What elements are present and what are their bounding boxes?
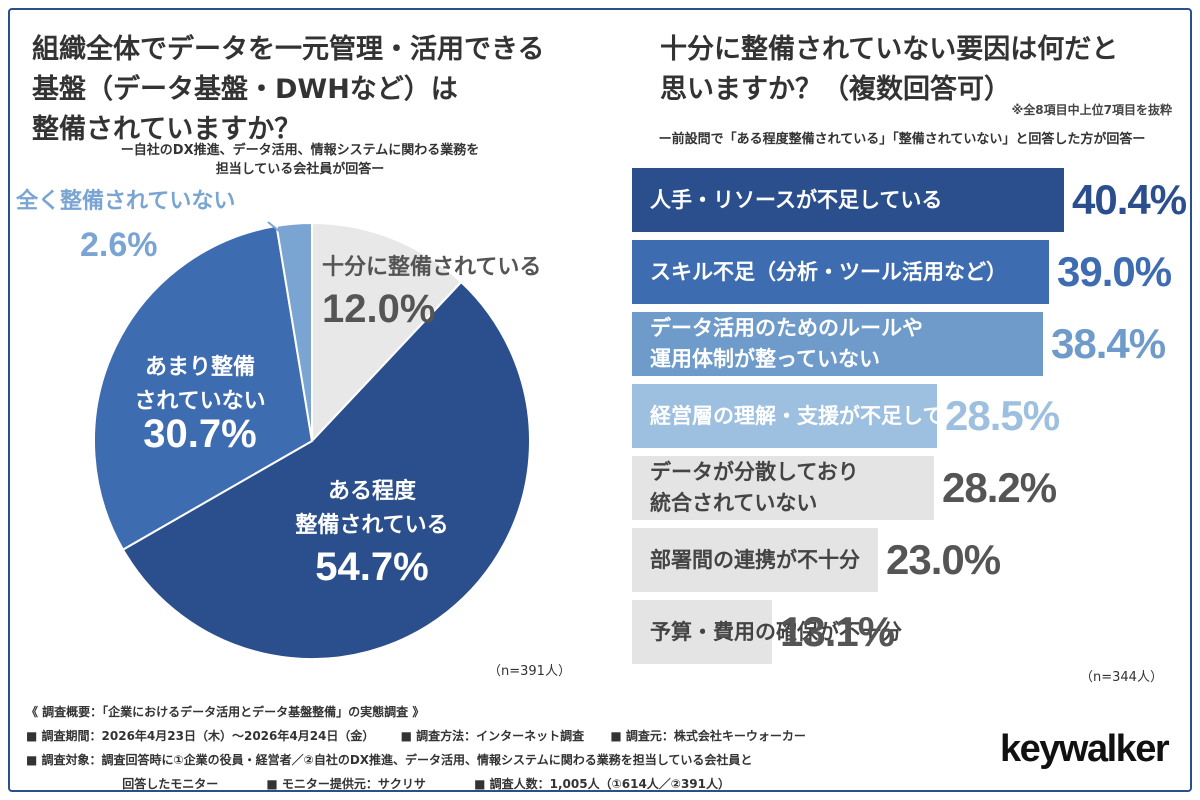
bar: [632, 456, 934, 520]
bar: [632, 240, 1049, 304]
right-excerpt-note: ※全8項目中上位7項目を抜粋: [1011, 103, 1172, 117]
bar-value-label: 23.0%: [886, 536, 1001, 583]
keywalker-logo: keywalker: [1000, 728, 1170, 770]
bar-value-label: 13.1%: [780, 608, 895, 655]
bar: [632, 384, 937, 448]
bar-value-label: 38.4%: [1051, 320, 1166, 367]
bar-row: 人手・リソースが不足している 40.4%: [632, 168, 1192, 232]
left-chart-title: 組織全体でデータを一元管理・活用できる 基盤（データ基盤・DWHなど）は 整備さ…: [32, 30, 572, 150]
monitor-provider: ■ モニター提供元：サクリサ: [266, 777, 426, 791]
survey-source: ■ 調査元：株式会社キーウォーカー: [610, 729, 806, 743]
bar-category-label: データ活用のためのルールや 運用体制が整っていない: [650, 316, 923, 371]
pie-value-label: 12.0%: [322, 287, 435, 331]
survey-count: ■ 調査人数：1,005人（①614人／②391人）: [474, 777, 731, 791]
survey-target: ■ 調査対象：調査回答時に①企業の役員・経営者／②自社のDX推進、データ活用、情…: [26, 753, 753, 767]
right-sample-size: （n=344人）: [1080, 670, 1163, 685]
bar-row: 経営層の理解・支援が不足している 28.5%: [632, 384, 1192, 448]
bar-value-label: 28.5%: [945, 392, 1060, 439]
leader-line: [267, 221, 291, 241]
bar-category-label: 経営層の理解・支援が不足している: [650, 403, 986, 428]
overview-row: ■ 調査期間：2026年4月23日（木）〜2026年4月24日（金） ■ 調査方…: [26, 724, 986, 748]
survey-method: ■ 調査方法：インターネット調査: [400, 729, 585, 743]
bar-category-label: 部署間の連携が不十分: [650, 547, 860, 572]
left-title-line: 基盤（データ基盤・DWHなど）は: [32, 74, 458, 105]
right-title-line: 十分に整備されていない要因は何だと: [660, 34, 1119, 65]
survey-period: ■ 調査期間：2026年4月23日（木）〜2026年4月24日（金）: [26, 729, 375, 743]
pie-slice: [311, 221, 463, 444]
bar: [632, 168, 1064, 232]
survey-overview: 《 調査概要：「企業におけるデータ活用とデータ基盤整備」の実態調査 》 ■ 調査…: [26, 700, 986, 796]
left-title-line: 整備されていますか？: [32, 114, 302, 145]
pie-category-label: 十分に整備されている: [322, 254, 541, 280]
pie-category-label: あまり整備: [145, 354, 255, 380]
left-sample-size: （n=391人）: [488, 664, 571, 679]
bar-category-label: 人手・リソースが不足している: [650, 187, 943, 212]
pie-category-label: 整備されている: [295, 512, 448, 538]
right-chart-title: 十分に整備されていない要因は何だと 思いますか？（複数回答可）: [660, 30, 1180, 110]
bar: [632, 312, 1043, 376]
bar-value-label: 28.2%: [942, 464, 1057, 511]
pie-category-label: されていない: [134, 389, 265, 414]
bar-value-label: 39.0%: [1057, 248, 1172, 295]
bar-category-label: 予算・費用の確保が不十分: [650, 619, 902, 644]
bar: [632, 528, 878, 592]
pie-slice: [275, 221, 313, 442]
pie-slice: [93, 224, 314, 551]
bar-category-label: スキル不足（分析・ツール活用など）: [650, 259, 1007, 284]
pie-value-label: 54.7%: [315, 545, 428, 589]
pie-category-label: 全く整備されていない: [15, 188, 235, 214]
pie-category-label: ある程度: [328, 478, 417, 504]
left-note-line: ー自社のDX推進、データ活用、情報システムに関わる業務を: [120, 143, 480, 158]
bar-row: データが分散しており 統合されていない 28.2%: [632, 456, 1192, 520]
pie-value-label: 2.6%: [80, 226, 158, 264]
overview-heading: 《 調査概要：「企業におけるデータ活用とデータ基盤整備」の実態調査 》: [26, 705, 425, 719]
pie-slice: [121, 280, 531, 660]
bar: [632, 600, 772, 664]
bar-row: データ活用のためのルールや 運用体制が整っていない 38.4%: [632, 312, 1192, 376]
right-respondent-note: ー前設問で「ある程度整備されている」「整備されていない」と回答した方が回答ー: [658, 132, 1146, 147]
left-title-line: 組織全体でデータを一元管理・活用できる: [32, 34, 545, 65]
right-title-line: 思いますか？（複数回答可）: [660, 74, 1011, 105]
bar-row: 部署間の連携が不十分 23.0%: [632, 528, 1192, 592]
pie-value-label: 30.7%: [143, 412, 256, 456]
bar-value-label: 40.4%: [1072, 176, 1187, 223]
left-respondent-note: ー自社のDX推進、データ活用、情報システムに関わる業務を 担当している会社員が回…: [40, 141, 560, 179]
bar-row: スキル不足（分析・ツール活用など） 39.0%: [632, 240, 1192, 304]
left-note-line: 担当している会社員が回答ー: [215, 162, 385, 177]
card-frame: [8, 8, 1192, 792]
bar-category-label: データが分散しており 統合されていない: [650, 460, 859, 515]
bar-row: 予算・費用の確保が不十分 13.1%: [632, 600, 1192, 664]
survey-target-cont: 回答したモニター: [122, 777, 219, 791]
pie-chart: 十分に整備されている 12.0% ある程度整備されている 54.7% あまり整備されてい…: [15, 188, 541, 660]
overview-row: 回答したモニター ■ モニター提供元：サクリサ ■ 調査人数：1,005人（①6…: [26, 772, 986, 796]
